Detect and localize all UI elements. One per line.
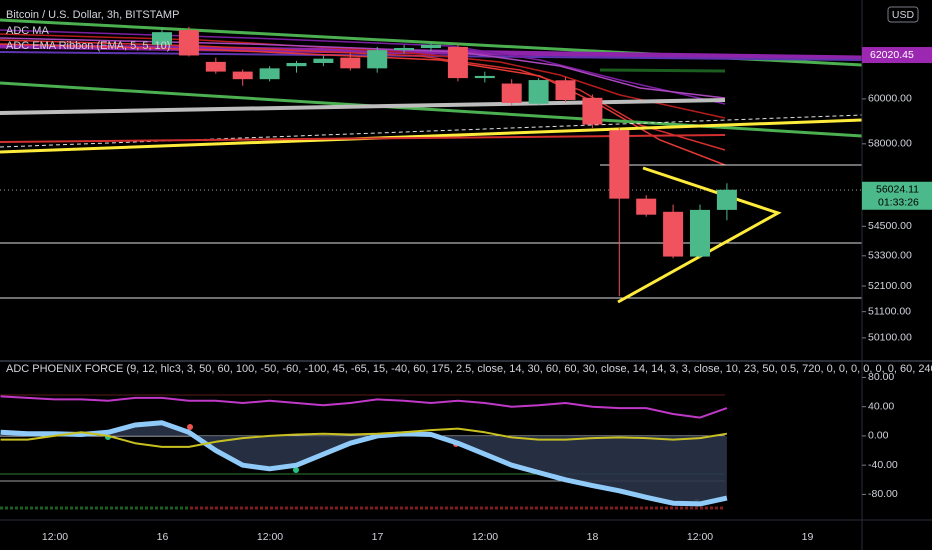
- x-tick-label: 16: [157, 531, 169, 543]
- y-tick-label: 60000.00: [868, 93, 912, 105]
- countdown: 01:33:26: [878, 197, 919, 209]
- level: [599, 68, 726, 73]
- candle-body: [340, 57, 361, 69]
- candle-body: [716, 189, 737, 210]
- x-tick-label: 18: [587, 531, 599, 543]
- candle-body: [474, 75, 495, 79]
- ma-price-label: 62020.45: [870, 49, 914, 61]
- x-tick-label: 12:00: [687, 531, 713, 543]
- candle-body: [663, 211, 684, 257]
- ribbon: [0, 37, 726, 99]
- dashed-line: [0, 114, 863, 148]
- symbol-title: Bitcoin / U.S. Dollar, 3h, BITSTAMP: [6, 9, 179, 21]
- ribbon: [0, 29, 726, 105]
- area: [0, 422, 727, 504]
- y-tick-label: 58000.00: [868, 138, 912, 150]
- oscillator-title: ADC PHOENIX FORCE (9, 12, hlc3, 3, 50, 6…: [6, 363, 932, 375]
- triangle-pattern: [617, 166, 782, 304]
- y-tick-label: 40.00: [868, 400, 894, 412]
- red-line: [0, 134, 726, 143]
- ma-price-box: [862, 47, 932, 64]
- candle-body: [555, 80, 576, 101]
- candle-body: [528, 80, 549, 104]
- y-tick-label: 51100.00: [868, 305, 911, 317]
- candle-body: [394, 48, 415, 51]
- x-tick-label: 19: [802, 531, 814, 543]
- currency-box[interactable]: [887, 6, 919, 23]
- series-line: [0, 420, 728, 507]
- candle-body: [421, 44, 441, 49]
- x-tick-label: 12:00: [472, 531, 498, 543]
- channel-bottom: [0, 81, 863, 138]
- drawings: [0, 18, 863, 304]
- y-tick-label: -40.00: [868, 459, 898, 471]
- ribbon: [0, 43, 726, 166]
- candle-body: [501, 83, 522, 103]
- y-tick-label: 52100.00: [868, 280, 912, 292]
- candle-body: [178, 30, 199, 56]
- indicator-label: ADC MA: [6, 25, 49, 37]
- y-tick-label: 50100.00: [868, 332, 912, 344]
- y-tick-label: 0.00: [868, 430, 889, 442]
- ma-line: [0, 98, 726, 115]
- candle-body: [313, 58, 334, 63]
- y-tick-label: 54500.00: [868, 220, 912, 232]
- last-price-label: 56024.11: [876, 184, 919, 196]
- ribbon: [0, 39, 726, 151]
- candle-body: [609, 130, 630, 199]
- ribbon: [0, 33, 726, 119]
- y-tick-label: -80.00: [868, 488, 898, 500]
- series-line: [0, 427, 728, 448]
- x-tick-label: 12:00: [257, 531, 283, 543]
- y-tick-label: 80.00: [868, 371, 894, 383]
- candle-body: [636, 198, 657, 215]
- signal-dot: [187, 424, 193, 430]
- candle-body: [205, 61, 226, 72]
- candle-body: [259, 68, 280, 80]
- last-price-box: [862, 181, 932, 210]
- x-tick-label: 17: [372, 531, 384, 543]
- x-tick-label: 12:00: [42, 531, 68, 543]
- indicator-label: ADC EMA Ribbon (EMA, 5, 5, 10): [6, 40, 170, 52]
- yellow-trendline: [0, 118, 863, 154]
- candle-body: [582, 97, 603, 125]
- y-tick-label: 53300.00: [868, 250, 912, 262]
- candle-body: [367, 50, 388, 69]
- currency[interactable]: USD: [892, 9, 915, 21]
- candle-body: [690, 209, 710, 257]
- marks: 60000.00 58000.00 54500.00 53300.00 52100.00…: [0, 26, 932, 543]
- candle-body: [286, 62, 307, 67]
- candle-body: [152, 32, 172, 45]
- signal-dot: [293, 467, 299, 473]
- candle-body: [447, 46, 468, 79]
- ma-band-2: [0, 51, 863, 61]
- series-line: [0, 395, 728, 419]
- candle-body: [232, 71, 253, 80]
